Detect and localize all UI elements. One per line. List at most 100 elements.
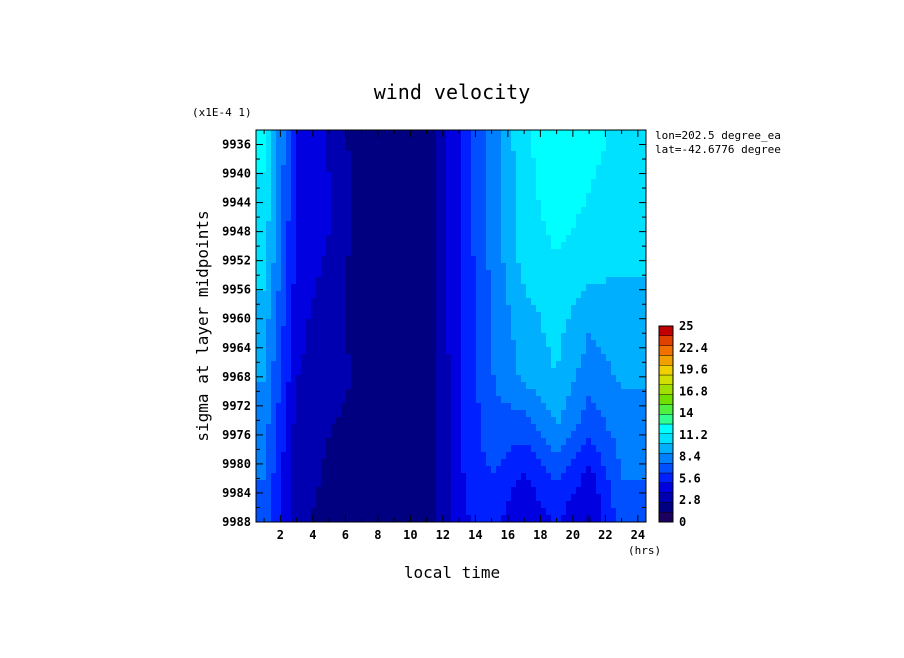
heatmap-cell <box>581 361 587 369</box>
heatmap-cell <box>556 396 562 404</box>
heatmap-cell <box>276 151 282 159</box>
heatmap-cell <box>416 501 422 509</box>
heatmap-cell <box>491 480 497 488</box>
heatmap-cell <box>466 459 472 467</box>
heatmap-cell <box>621 214 627 222</box>
heatmap-cell <box>561 291 567 299</box>
heatmap-cell <box>386 347 392 355</box>
heatmap-cell <box>431 347 437 355</box>
heatmap-cell <box>476 249 482 257</box>
heatmap-cell <box>566 396 572 404</box>
heatmap-cell <box>541 410 547 418</box>
heatmap-cell <box>531 438 537 446</box>
heatmap-cell <box>466 186 472 194</box>
heatmap-cell <box>486 144 492 152</box>
heatmap-cell <box>441 459 447 467</box>
heatmap-cell <box>411 487 417 495</box>
heatmap-cell <box>516 263 522 271</box>
heatmap-cell <box>571 480 577 488</box>
heatmap-cell <box>426 396 432 404</box>
heatmap-cell <box>296 284 302 292</box>
heatmap-cell <box>416 256 422 264</box>
heatmap-cell <box>261 312 267 320</box>
heatmap-cell <box>391 186 397 194</box>
heatmap-cell <box>341 361 347 369</box>
heatmap-cell <box>581 228 587 236</box>
heatmap-cell <box>406 382 412 390</box>
heatmap-cell <box>411 508 417 516</box>
heatmap-cell <box>531 417 537 425</box>
heatmap-cell <box>631 249 637 257</box>
colorbar-tick-label: 22.4 <box>679 341 708 355</box>
heatmap-cell <box>386 221 392 229</box>
heatmap-cell <box>546 172 552 180</box>
heatmap-cell <box>451 410 457 418</box>
heatmap-cell <box>536 361 542 369</box>
heatmap-cell <box>556 459 562 467</box>
heatmap-cell <box>396 375 402 383</box>
heatmap-cell <box>456 480 462 488</box>
heatmap-cell <box>571 389 577 397</box>
heatmap-cell <box>491 410 497 418</box>
heatmap-cell <box>311 207 317 215</box>
heatmap-cell <box>436 473 442 481</box>
heatmap-cell <box>361 298 367 306</box>
heatmap-cell <box>391 333 397 341</box>
heatmap-cell <box>426 312 432 320</box>
heatmap-cell <box>346 494 352 502</box>
heatmap-cell <box>616 466 622 474</box>
heatmap-cell <box>451 214 457 222</box>
heatmap-cell <box>406 494 412 502</box>
y-tick-label: 9948 <box>222 225 251 239</box>
heatmap-cell <box>521 375 527 383</box>
heatmap-cell <box>391 214 397 222</box>
heatmap-cell <box>611 396 617 404</box>
heatmap-cell <box>256 263 262 271</box>
heatmap-cell <box>316 424 322 432</box>
heatmap-cell <box>451 473 457 481</box>
heatmap-cell <box>266 200 272 208</box>
heatmap-cell <box>506 340 512 348</box>
heatmap-cell <box>441 431 447 439</box>
heatmap-cell <box>256 445 262 453</box>
heatmap-cell <box>476 466 482 474</box>
heatmap-cell <box>376 431 382 439</box>
heatmap-cell <box>401 242 407 250</box>
heatmap-cell <box>621 144 627 152</box>
heatmap-cell <box>631 235 637 243</box>
heatmap-cell <box>296 347 302 355</box>
heatmap-cell <box>606 228 612 236</box>
heatmap-cell <box>301 319 307 327</box>
heatmap-cell <box>591 396 597 404</box>
heatmap-cell <box>506 445 512 453</box>
heatmap-cell <box>531 368 537 376</box>
heatmap-cell <box>481 508 487 516</box>
heatmap-cell <box>616 501 622 509</box>
heatmap-cell <box>296 144 302 152</box>
heatmap-cell <box>391 137 397 145</box>
heatmap-cell <box>311 333 317 341</box>
heatmap-cell <box>456 326 462 334</box>
heatmap-cell <box>331 515 337 522</box>
heatmap-cell <box>491 354 497 362</box>
heatmap-cell <box>631 319 637 327</box>
heatmap-cell <box>521 445 527 453</box>
heatmap-cell <box>466 452 472 460</box>
heatmap-cell <box>461 403 467 411</box>
heatmap-cell <box>491 438 497 446</box>
heatmap-cell <box>566 312 572 320</box>
heatmap-cell <box>516 473 522 481</box>
heatmap-cell <box>631 130 637 138</box>
heatmap-cell <box>641 158 646 166</box>
heatmap-cell <box>466 396 472 404</box>
heatmap-cell <box>466 263 472 271</box>
heatmap-cell <box>486 277 492 285</box>
heatmap-cell <box>386 165 392 173</box>
heatmap-cell <box>496 165 502 173</box>
heatmap-cell <box>346 228 352 236</box>
heatmap-cell <box>546 438 552 446</box>
heatmap-cell <box>571 410 577 418</box>
heatmap-cell <box>431 144 437 152</box>
heatmap-cell <box>336 179 342 187</box>
heatmap-cell <box>306 270 312 278</box>
